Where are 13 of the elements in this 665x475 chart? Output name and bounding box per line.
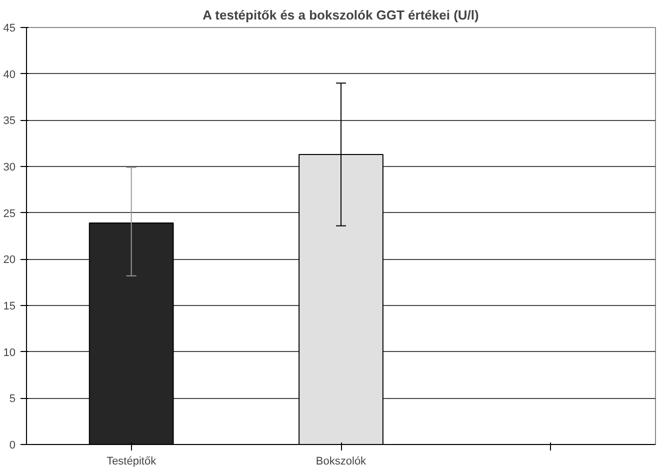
y-tick-label: 40	[3, 68, 16, 81]
y-tick-label: 25	[3, 208, 16, 220]
y-tick-label: 5	[9, 393, 16, 406]
y-tick-label: 30	[3, 162, 16, 174]
y-tick-label: 15	[3, 300, 16, 312]
chart-title: A testépitők és a bokszolók GGT értékei (U/l)	[202, 8, 479, 22]
y-tick-label: 10	[3, 346, 16, 359]
y-tick-label: 45	[3, 22, 16, 34]
y-tick-label: 20	[3, 254, 16, 266]
y-tick-label: 35	[3, 115, 16, 128]
y-tick-label: 0	[9, 440, 16, 452]
x-tick-label: Bokszolók	[316, 456, 367, 468]
x-tick-label: Testépitők	[106, 456, 157, 468]
